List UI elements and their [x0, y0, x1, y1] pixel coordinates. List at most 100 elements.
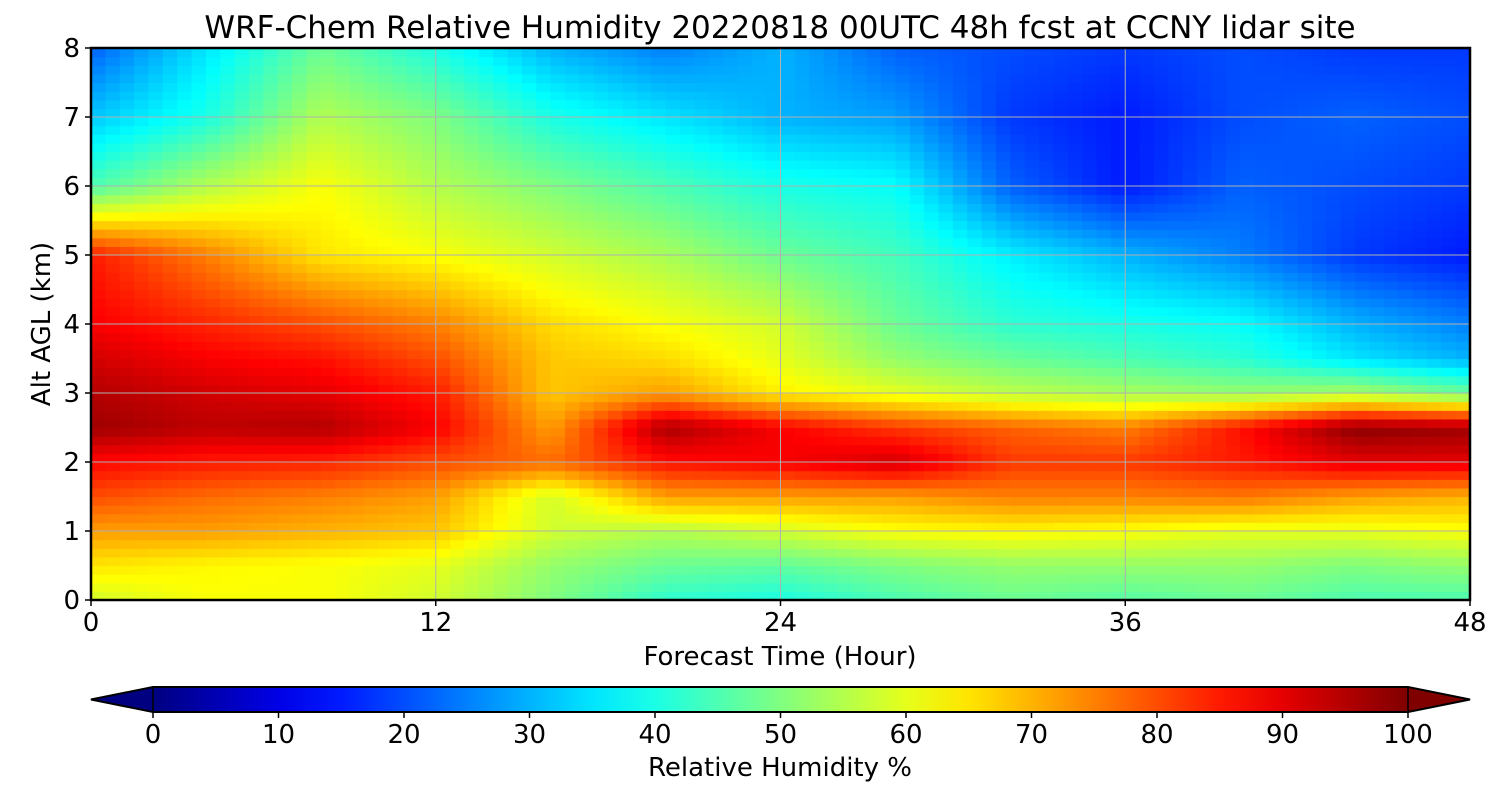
heatmap-cell	[1369, 220, 1385, 230]
heatmap-cell	[608, 574, 624, 584]
heatmap-cell	[478, 349, 494, 360]
heatmap-cell	[794, 479, 810, 489]
heatmap-cell	[837, 289, 853, 299]
heatmap-cell	[967, 255, 983, 265]
heatmap-cell	[881, 349, 897, 360]
heatmap-cell	[665, 427, 681, 437]
heatmap-cell	[478, 255, 494, 265]
heatmap-cell	[1067, 349, 1083, 360]
heatmap-cell	[1240, 332, 1256, 342]
heatmap-cell	[1010, 211, 1026, 222]
heatmap-cell	[407, 513, 422, 523]
heatmap-cell	[852, 410, 868, 420]
heatmap-cell	[751, 358, 767, 368]
heatmap-cell	[565, 470, 580, 480]
heatmap-cell	[320, 177, 336, 187]
heatmap-cell	[277, 436, 293, 446]
heatmap-cell	[794, 315, 810, 325]
heatmap-cell	[909, 410, 925, 420]
heatmap-cell	[378, 332, 394, 342]
heatmap-cell	[1082, 315, 1098, 325]
heatmap-cell	[521, 298, 537, 308]
heatmap-cell	[205, 255, 221, 265]
heatmap-cell	[1139, 470, 1155, 480]
heatmap-cell	[809, 289, 825, 299]
heatmap-cell	[1139, 591, 1155, 600]
heatmap-cell	[1412, 505, 1428, 515]
heatmap-cell	[162, 289, 178, 299]
heatmap-cell	[1340, 462, 1356, 472]
heatmap-cell	[608, 341, 624, 351]
heatmap-cell	[1455, 505, 1470, 515]
heatmap-cell	[407, 298, 422, 308]
heatmap-cell	[938, 436, 954, 446]
heatmap-cell	[162, 203, 178, 213]
heatmap-cell	[292, 565, 308, 575]
heatmap-cell	[881, 565, 897, 575]
heatmap-cell	[1067, 375, 1083, 385]
heatmap-cell	[177, 444, 193, 454]
heatmap-cell	[105, 229, 121, 239]
heatmap-cell	[335, 582, 351, 592]
heatmap-cell	[967, 574, 983, 584]
heatmap-cell	[1340, 436, 1356, 446]
heatmap-cell	[1153, 237, 1169, 247]
heatmap-cell	[493, 194, 509, 204]
heatmap-cell	[521, 505, 537, 515]
heatmap-cell	[1283, 375, 1299, 385]
heatmap-cell	[464, 289, 480, 299]
heatmap-cell	[507, 513, 523, 523]
heatmap-cell	[292, 186, 308, 196]
heatmap-cell	[550, 220, 566, 230]
heatmap-cell	[191, 393, 207, 403]
heatmap-cell	[263, 246, 279, 256]
heatmap-cell	[536, 401, 552, 411]
heatmap-cell	[191, 591, 207, 600]
heatmap-cell	[1297, 211, 1313, 222]
heatmap-cell	[493, 522, 509, 532]
heatmap-cell	[1283, 487, 1299, 498]
heatmap-cell	[119, 393, 135, 403]
heatmap-cell	[1153, 220, 1169, 230]
heatmap-cell	[1225, 332, 1241, 342]
heatmap-cell	[636, 384, 652, 394]
heatmap-cell	[478, 203, 494, 213]
heatmap-cell	[1254, 496, 1270, 506]
heatmap-cell	[852, 289, 868, 299]
heatmap-cell	[1096, 453, 1112, 463]
heatmap-cell	[938, 306, 954, 316]
heatmap-cell	[550, 487, 566, 498]
heatmap-cell	[263, 324, 279, 334]
heatmap-cell	[263, 418, 279, 429]
heatmap-cell	[363, 496, 379, 506]
heatmap-cell	[636, 229, 652, 239]
heatmap-cell	[981, 574, 997, 584]
heatmap-cell	[737, 237, 753, 247]
heatmap-cell	[220, 582, 236, 592]
heatmap-cell	[780, 513, 796, 523]
heatmap-cell	[320, 255, 336, 265]
heatmap-cell	[550, 513, 566, 523]
heatmap-cell	[1053, 306, 1069, 316]
heatmap-cell	[1197, 513, 1213, 523]
heatmap-cell	[536, 522, 552, 532]
heatmap-cell	[191, 479, 207, 489]
heatmap-cell	[493, 211, 509, 222]
heatmap-cell	[1182, 186, 1198, 196]
heatmap-cell	[651, 203, 667, 213]
heatmap-cell	[378, 418, 394, 429]
heatmap-cell	[320, 496, 336, 506]
heatmap-cell	[148, 393, 164, 403]
heatmap-cell	[1096, 203, 1112, 213]
heatmap-cell	[1326, 462, 1342, 472]
heatmap-cell	[177, 160, 193, 170]
heatmap-cell	[1268, 255, 1284, 265]
heatmap-cell	[1125, 565, 1141, 575]
heatmap-cell	[1311, 194, 1327, 204]
heatmap-cell	[651, 263, 667, 273]
heatmap-cell	[924, 487, 940, 498]
heatmap-cell	[1153, 246, 1169, 256]
heatmap-cell	[1067, 565, 1083, 575]
heatmap-cell	[320, 306, 336, 316]
heatmap-cell	[881, 237, 897, 247]
